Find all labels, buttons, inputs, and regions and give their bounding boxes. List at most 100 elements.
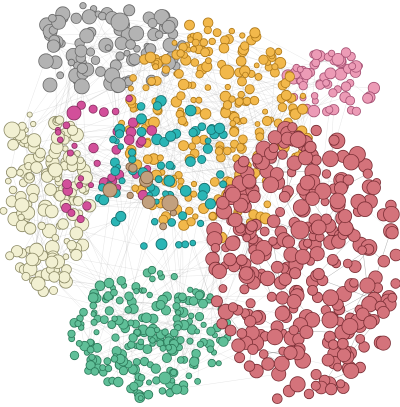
network-node-orange [235, 97, 244, 106]
network-node-orange [131, 184, 139, 192]
network-node-red [357, 201, 373, 218]
network-node-orange [280, 89, 292, 101]
network-node-gray [67, 58, 76, 67]
network-node-teal [136, 113, 147, 125]
network-node-cream [54, 190, 66, 202]
network-node-red [336, 348, 351, 363]
network-node-red [299, 325, 314, 340]
network-edge [210, 238, 253, 332]
network-edge [241, 94, 283, 108]
network-node-teal [150, 217, 159, 226]
network-node-cream [21, 271, 31, 281]
network-node-green [218, 336, 229, 347]
network-node-green [161, 352, 172, 363]
network-node-green [206, 345, 215, 353]
network-node-teal [127, 148, 136, 157]
network-node-red [366, 180, 381, 196]
network-node-red [244, 315, 257, 328]
network-node-green [99, 315, 109, 325]
network-node-orange [224, 83, 231, 91]
network-node-red [247, 343, 259, 355]
network-edge [65, 256, 175, 277]
network-node-orange [177, 78, 190, 91]
network-node-orange [229, 120, 237, 127]
network-node-gray [56, 71, 65, 80]
network-node-pink [362, 92, 374, 104]
network-node-red [329, 192, 346, 210]
network-node-orange [147, 76, 157, 86]
network-node-red [298, 150, 314, 166]
network-node-orange [208, 37, 216, 46]
network-node-green [143, 389, 154, 400]
network-node-cream [24, 222, 37, 235]
network-node-teal [165, 130, 177, 142]
network-node-gray [90, 55, 101, 66]
network-node-green [188, 296, 199, 306]
network-node-cream [8, 185, 18, 195]
network-node-magenta [136, 136, 147, 146]
network-node-orange [214, 147, 224, 156]
network-edge [112, 180, 136, 288]
network-node-red [304, 140, 317, 154]
network-node-red [245, 298, 256, 309]
network-edge [96, 180, 113, 299]
network-node-gray [110, 77, 127, 93]
network-node-magenta [76, 214, 85, 224]
network-node-red [249, 249, 265, 265]
network-edge [146, 165, 248, 178]
network-node-green [67, 329, 76, 338]
network-node-teal [115, 210, 127, 222]
network-node-cream [45, 255, 59, 269]
network-node-green [86, 345, 95, 354]
network-edge [91, 276, 175, 358]
network-edge [29, 84, 119, 115]
network-node-pink [298, 81, 308, 91]
network-node-red [236, 254, 248, 266]
network-node-magenta [61, 202, 72, 213]
network-node-cream [48, 271, 60, 283]
network-edge [76, 134, 110, 186]
network-node-green [145, 326, 156, 338]
network-node-cream [37, 221, 46, 231]
network-edge [159, 34, 268, 63]
network-node-red [299, 175, 316, 191]
network-edge [52, 217, 123, 258]
network-node-tan [159, 222, 168, 231]
network-node-red [246, 220, 258, 232]
network-node-orange [237, 76, 247, 87]
network-node-red [342, 174, 354, 186]
network-node-orange [299, 92, 307, 100]
network-node-pink [327, 49, 336, 57]
network-node-magenta [66, 149, 74, 157]
network-node-cream [7, 138, 19, 151]
network-node-green [111, 315, 118, 322]
network-node-orange [263, 200, 272, 209]
network-node-red [224, 235, 241, 252]
network-node-pink [325, 105, 334, 114]
network-node-orange [142, 154, 153, 165]
network-node-red [314, 182, 332, 200]
network-node-red [225, 186, 241, 203]
network-node-teal [219, 180, 228, 189]
network-edge [93, 297, 136, 325]
network-node-red [223, 252, 237, 267]
network-edge [128, 205, 153, 310]
network-node-magenta [62, 179, 73, 190]
network-node-green [87, 292, 99, 304]
network-node-orange [297, 103, 309, 115]
network-node-red [224, 324, 237, 337]
network-node-red [341, 318, 359, 335]
network-node-green [194, 311, 205, 322]
network-node-cream [25, 252, 40, 267]
network-node-teal [117, 143, 124, 150]
network-node-red [274, 305, 290, 321]
network-node-red [336, 379, 346, 389]
network-node-red [328, 134, 340, 146]
network-node-red [338, 209, 353, 224]
network-edge [180, 298, 184, 341]
network-edge [183, 225, 211, 297]
network-node-red [328, 339, 339, 350]
network-node-teal [156, 161, 166, 170]
network-node-orange [274, 47, 283, 56]
